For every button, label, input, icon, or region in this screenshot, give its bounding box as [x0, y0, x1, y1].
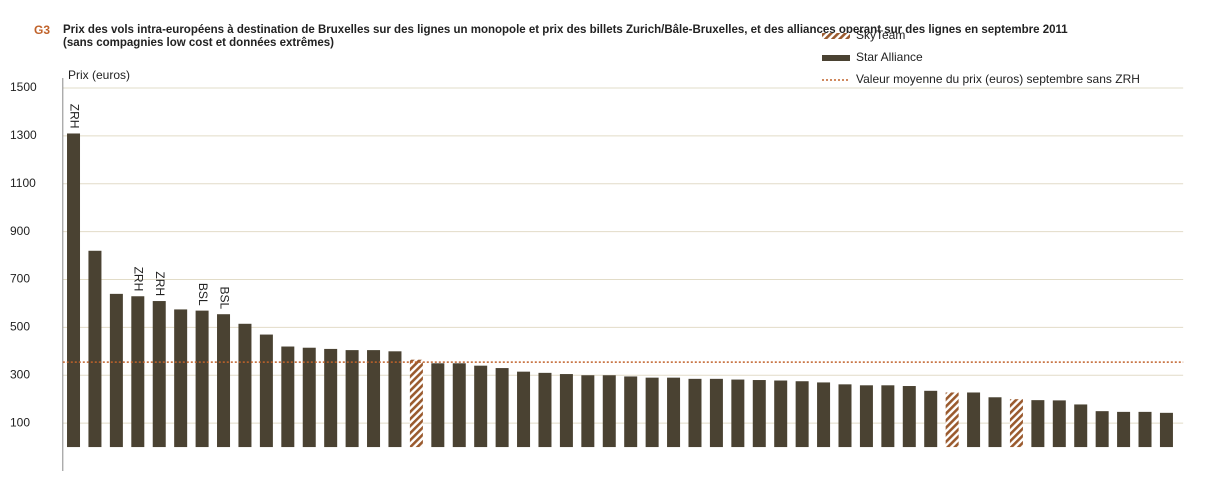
- y-axis-label: Prix (euros): [68, 68, 130, 82]
- bar: [1052, 400, 1066, 448]
- bar: [388, 351, 402, 448]
- legend-swatch: [822, 33, 850, 39]
- y-tick-label: 1300: [10, 128, 37, 142]
- bar: [1138, 411, 1152, 448]
- bar: [1117, 411, 1131, 448]
- bar: [581, 375, 595, 448]
- bar: [752, 380, 766, 448]
- bar: [452, 363, 466, 448]
- y-tick-label: 1100: [10, 176, 36, 190]
- bar: [667, 377, 681, 448]
- bar: [1031, 400, 1045, 448]
- legend-label: Star Alliance: [856, 50, 923, 64]
- bar: [602, 375, 616, 448]
- bar: [217, 314, 231, 448]
- bar: [67, 133, 81, 448]
- bar: [367, 350, 381, 448]
- bar-label: ZRH: [132, 267, 146, 292]
- bar: [859, 385, 873, 448]
- bar: [817, 382, 831, 448]
- y-tick-label: 900: [10, 224, 30, 238]
- bar: [474, 365, 488, 448]
- bar: [1074, 404, 1088, 448]
- bar: [431, 363, 445, 448]
- bar-label: ZRH: [67, 104, 81, 129]
- chart-title: Prix des vols intra-européens à destinat…: [63, 24, 1068, 36]
- bar: [1159, 412, 1173, 448]
- bar: [174, 309, 188, 448]
- y-tick-label: 100: [10, 415, 30, 429]
- bar-label: BSL: [217, 287, 231, 310]
- y-tick-label: 500: [10, 320, 30, 334]
- bar: [152, 301, 166, 448]
- bar: [709, 378, 723, 448]
- bar: [988, 397, 1002, 448]
- y-tick-label: 300: [10, 367, 30, 381]
- bar: [645, 377, 659, 448]
- bar: [1009, 399, 1023, 448]
- bar: [538, 372, 552, 448]
- bar: [731, 379, 745, 448]
- bar: [902, 386, 916, 448]
- bar: [774, 380, 788, 448]
- chart-subtitle: (sans compagnies low cost et données ext…: [63, 37, 334, 49]
- bar: [495, 368, 509, 448]
- bar: [688, 378, 702, 448]
- bar: [838, 384, 852, 448]
- bar: [1095, 411, 1109, 448]
- y-tick-label: 700: [10, 272, 30, 286]
- bar: [924, 390, 938, 448]
- bar-label: ZRH: [153, 271, 167, 296]
- bar: [259, 334, 273, 448]
- y-tick-label: 1500: [10, 80, 37, 94]
- bar-label: BSL: [196, 283, 210, 306]
- bar: [624, 376, 638, 448]
- bar: [324, 348, 338, 448]
- bar: [302, 347, 316, 448]
- bar: [195, 310, 209, 448]
- bar: [967, 392, 981, 448]
- bar: [238, 323, 252, 448]
- bar: [559, 374, 573, 448]
- bar: [881, 385, 895, 448]
- legend-swatch: [822, 55, 850, 61]
- bar: [109, 293, 123, 448]
- bar: [88, 250, 102, 448]
- legend-label: Valeur moyenne du prix (euros) septembre…: [856, 72, 1140, 86]
- bar: [795, 381, 809, 448]
- bar: [409, 359, 423, 448]
- bar: [281, 346, 295, 448]
- bar: [517, 371, 531, 448]
- chart-label: G3: [34, 23, 50, 37]
- bar: [345, 350, 359, 448]
- bar: [945, 392, 959, 448]
- bar: [131, 296, 145, 448]
- legend-label: SkyTeam: [856, 28, 905, 42]
